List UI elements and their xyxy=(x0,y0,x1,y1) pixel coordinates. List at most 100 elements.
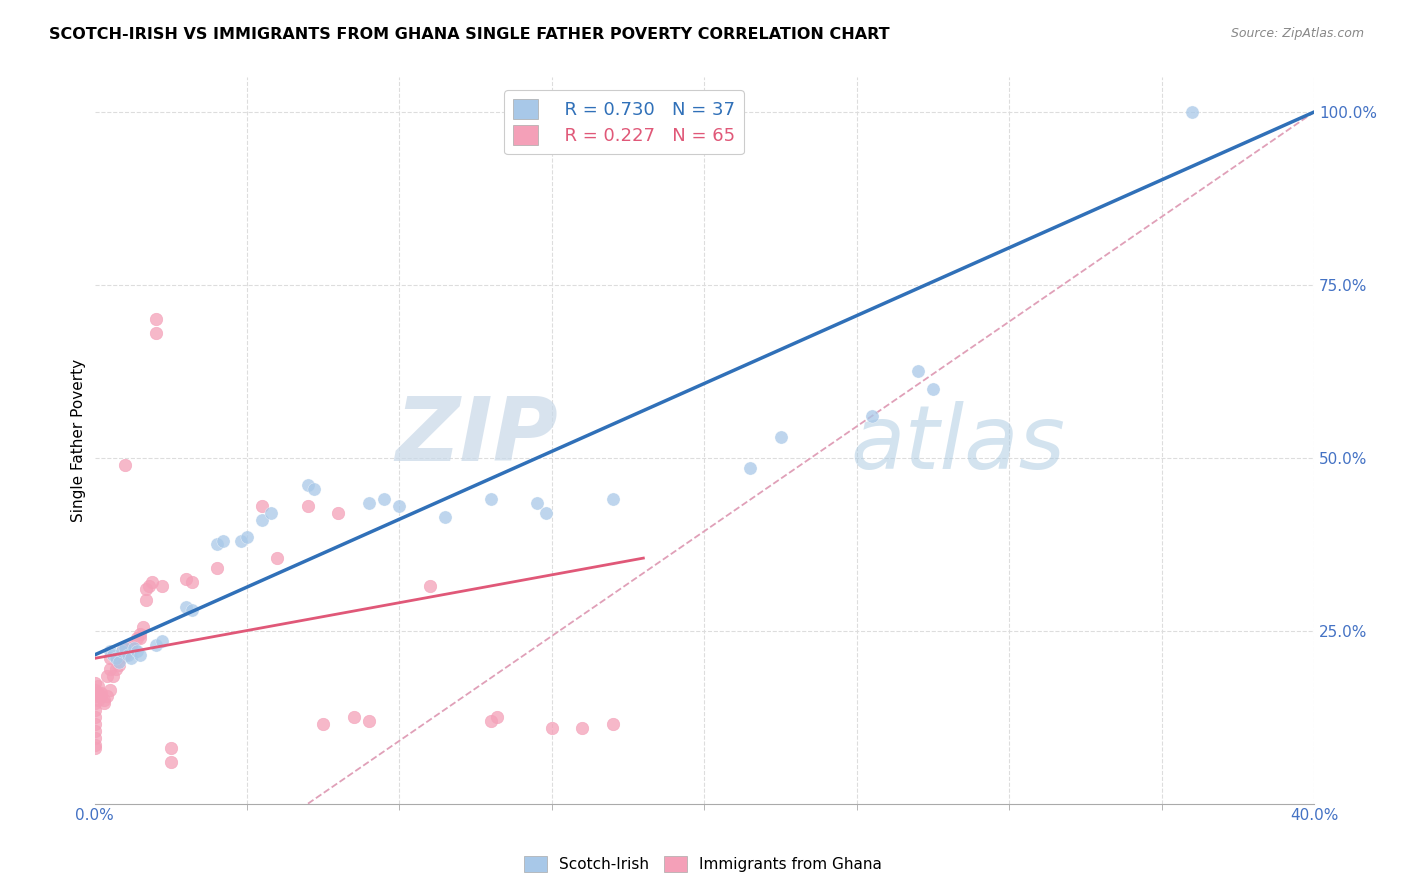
Point xyxy=(98,682,121,697)
Point xyxy=(297,500,319,514)
Point xyxy=(90,686,112,700)
Point xyxy=(602,492,624,507)
Point xyxy=(211,533,233,548)
Point xyxy=(229,533,252,548)
Point xyxy=(86,686,108,700)
Point xyxy=(181,575,204,590)
Point xyxy=(96,668,118,682)
Point xyxy=(907,364,929,378)
Point xyxy=(236,530,259,544)
Point xyxy=(83,682,105,697)
Point xyxy=(145,326,167,341)
Point xyxy=(114,640,136,655)
Point xyxy=(159,741,181,756)
Legend: Scotch-Irish, Immigrants from Ghana: Scotch-Irish, Immigrants from Ghana xyxy=(516,848,890,880)
Text: SCOTCH-IRISH VS IMMIGRANTS FROM GHANA SINGLE FATHER POVERTY CORRELATION CHART: SCOTCH-IRISH VS IMMIGRANTS FROM GHANA SI… xyxy=(49,27,890,42)
Point xyxy=(1181,105,1204,120)
Point xyxy=(101,648,124,662)
Point xyxy=(174,599,197,614)
Point xyxy=(86,693,108,707)
Point xyxy=(479,714,502,728)
Legend:   R = 0.730   N = 37,   R = 0.227   N = 65: R = 0.730 N = 37, R = 0.227 N = 65 xyxy=(505,90,744,154)
Point xyxy=(120,638,142,652)
Point xyxy=(138,579,160,593)
Point xyxy=(132,620,155,634)
Point xyxy=(104,651,127,665)
Point xyxy=(738,461,761,475)
Text: ZIP: ZIP xyxy=(395,393,558,481)
Point xyxy=(260,506,283,520)
Point xyxy=(328,506,350,520)
Point xyxy=(129,648,152,662)
Point xyxy=(302,482,325,496)
Point xyxy=(174,572,197,586)
Point xyxy=(145,312,167,326)
Point xyxy=(373,492,395,507)
Point xyxy=(135,592,157,607)
Point xyxy=(150,634,173,648)
Point xyxy=(485,710,508,724)
Point xyxy=(114,648,136,662)
Point xyxy=(86,679,108,693)
Point xyxy=(145,638,167,652)
Point xyxy=(205,561,228,575)
Point xyxy=(526,496,548,510)
Point xyxy=(120,640,142,655)
Point xyxy=(434,509,457,524)
Point xyxy=(252,513,274,527)
Point xyxy=(90,690,112,704)
Point xyxy=(98,644,121,658)
Point xyxy=(111,644,134,658)
Point xyxy=(98,662,121,676)
Point xyxy=(114,458,136,472)
Point xyxy=(571,721,593,735)
Point xyxy=(83,724,105,739)
Point xyxy=(205,537,228,551)
Point xyxy=(120,651,142,665)
Point xyxy=(111,644,134,658)
Point xyxy=(541,721,564,735)
Point xyxy=(860,409,883,424)
Point xyxy=(343,710,366,724)
Point xyxy=(93,696,115,710)
Point xyxy=(122,640,145,655)
Point xyxy=(479,492,502,507)
Point xyxy=(127,644,149,658)
Text: atlas: atlas xyxy=(851,401,1066,487)
Point xyxy=(108,651,131,665)
Point xyxy=(83,690,105,704)
Point xyxy=(769,430,792,444)
Point xyxy=(141,575,163,590)
Point xyxy=(96,690,118,704)
Point xyxy=(252,500,274,514)
Point xyxy=(129,631,152,645)
Point xyxy=(93,693,115,707)
Point xyxy=(83,741,105,756)
Point xyxy=(419,579,441,593)
Point xyxy=(388,500,411,514)
Point xyxy=(357,496,380,510)
Point xyxy=(127,631,149,645)
Point xyxy=(181,603,204,617)
Y-axis label: Single Father Poverty: Single Father Poverty xyxy=(72,359,86,522)
Point xyxy=(114,640,136,655)
Point xyxy=(108,655,131,669)
Point xyxy=(83,738,105,752)
Point xyxy=(150,579,173,593)
Point xyxy=(104,662,127,676)
Point xyxy=(312,717,335,731)
Point xyxy=(357,714,380,728)
Point xyxy=(83,717,105,731)
Point xyxy=(266,551,288,566)
Point xyxy=(129,627,152,641)
Point xyxy=(135,582,157,597)
Point xyxy=(117,648,139,662)
Point xyxy=(83,703,105,717)
Point xyxy=(101,668,124,682)
Point xyxy=(83,696,105,710)
Point xyxy=(159,755,181,769)
Point xyxy=(83,710,105,724)
Point xyxy=(98,651,121,665)
Point xyxy=(602,717,624,731)
Point xyxy=(108,658,131,673)
